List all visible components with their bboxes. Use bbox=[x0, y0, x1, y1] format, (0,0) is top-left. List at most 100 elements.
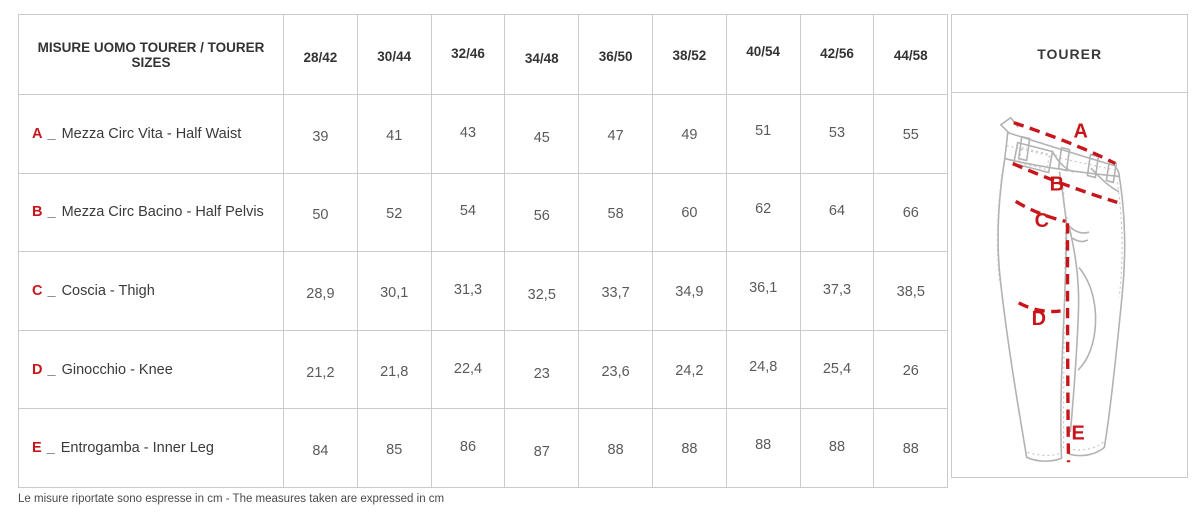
size-value-cell: 30,1 bbox=[357, 252, 432, 331]
size-value-cell: 66 bbox=[874, 173, 949, 253]
waistband-top bbox=[1007, 131, 1116, 166]
size-value-cell: 88 bbox=[800, 409, 875, 488]
row-label-inner-leg: E _ Entrogamba - Inner Leg bbox=[19, 409, 284, 488]
size-value-cell: 34,9 bbox=[652, 252, 727, 331]
size-value-cell: 23,6 bbox=[579, 330, 653, 410]
size-value-cell: 84 bbox=[284, 409, 358, 488]
diagram-label-b: B bbox=[1050, 173, 1064, 195]
seam-stitch bbox=[1116, 181, 1123, 297]
waist-tab bbox=[999, 116, 1019, 133]
right-inner-seam bbox=[1068, 226, 1080, 432]
measure-line-b bbox=[1012, 161, 1118, 204]
size-value-cell: 24,2 bbox=[652, 330, 727, 410]
measure-letter: B bbox=[32, 204, 43, 221]
size-value-cell: 32,5 bbox=[505, 252, 580, 331]
crotch-wrinkle bbox=[1068, 224, 1090, 234]
size-value-cell: 88 bbox=[652, 409, 727, 488]
size-column-header: 36/50 bbox=[579, 15, 653, 95]
size-value-cell: 53 bbox=[800, 95, 875, 174]
table-title: MISURE UOMO TOURER / TOURER SIZES bbox=[37, 39, 265, 70]
size-column-header: 32/46 bbox=[431, 15, 506, 95]
size-column-header: 34/48 bbox=[505, 15, 580, 95]
diagram-label-d: D bbox=[1032, 307, 1046, 329]
measure-letter: C bbox=[32, 282, 43, 299]
size-value-cell: 56 bbox=[505, 173, 580, 253]
size-value-cell: 45 bbox=[505, 95, 580, 174]
size-chart-page: MISURE UOMO TOURER / TOURER SIZES 28/42 … bbox=[18, 14, 1200, 505]
row-label-half-pelvis: B _ Mezza Circ Bacino - Half Pelvis bbox=[19, 173, 284, 253]
hem-stitch bbox=[1071, 441, 1104, 451]
size-value-cell: 41 bbox=[357, 95, 432, 174]
size-column-header: 42/56 bbox=[800, 15, 875, 95]
size-value-cell: 21,8 bbox=[357, 330, 432, 410]
size-value-cell: 58 bbox=[579, 173, 653, 253]
diagram-label-a: A bbox=[1074, 120, 1088, 142]
size-value-cell: 64 bbox=[800, 173, 875, 253]
size-value-cell: 24,8 bbox=[726, 330, 801, 410]
knee-wrinkle bbox=[1077, 266, 1097, 370]
row-label-thigh: C _ Coscia - Thigh bbox=[19, 252, 284, 331]
letter-separator: _ bbox=[47, 125, 56, 142]
measure-letter: A bbox=[32, 125, 43, 142]
measure-name: Mezza Circ Vita - Half Waist bbox=[61, 125, 242, 142]
size-value-cell: 38,5 bbox=[874, 252, 949, 331]
measure-name: Coscia - Thigh bbox=[61, 282, 155, 299]
measure-letter: D bbox=[32, 361, 43, 378]
belt-loop bbox=[1018, 135, 1031, 162]
size-value-cell: 51 bbox=[726, 95, 801, 174]
size-column-header: 40/54 bbox=[726, 15, 801, 95]
right-hem bbox=[1068, 446, 1106, 456]
size-value-cell: 26 bbox=[874, 330, 949, 410]
size-value-cell: 49 bbox=[652, 95, 727, 174]
left-outer-seam bbox=[997, 157, 1028, 458]
fly-stitch bbox=[1063, 181, 1069, 220]
letter-separator: _ bbox=[47, 282, 56, 299]
size-value-cell: 86 bbox=[431, 409, 506, 488]
size-value-cell: 31,3 bbox=[431, 252, 506, 331]
size-value-cell: 33,7 bbox=[579, 252, 653, 331]
letter-separator: _ bbox=[47, 204, 56, 221]
row-label-half-waist: A _ Mezza Circ Vita - Half Waist bbox=[19, 95, 284, 174]
chart-layout: MISURE UOMO TOURER / TOURER SIZES 28/42 … bbox=[18, 14, 1200, 488]
size-value-cell: 21,2 bbox=[284, 330, 358, 410]
letter-separator: _ bbox=[46, 440, 55, 457]
diagram-label-e: E bbox=[1072, 422, 1085, 444]
size-column-header: 44/58 bbox=[874, 15, 949, 95]
size-value-cell: 25,4 bbox=[800, 330, 875, 410]
front-pocket-curve bbox=[1051, 150, 1074, 172]
patch-pocket bbox=[1012, 141, 1054, 173]
size-column-header: 28/42 bbox=[284, 15, 358, 95]
size-value-cell: 55 bbox=[874, 95, 949, 174]
size-value-cell: 87 bbox=[505, 409, 580, 488]
size-value-cell: 23 bbox=[505, 330, 580, 410]
waistband-stitch bbox=[1006, 144, 1118, 171]
tourer-panel: TOURER bbox=[951, 14, 1189, 478]
size-value-cell: 88 bbox=[726, 409, 801, 488]
measure-name: Mezza Circ Bacino - Half Pelvis bbox=[61, 204, 264, 221]
size-value-cell: 52 bbox=[357, 173, 432, 253]
size-value-cell: 36,1 bbox=[726, 252, 801, 331]
letter-separator: _ bbox=[47, 361, 56, 378]
left-hem bbox=[1026, 455, 1063, 462]
hem-stitch bbox=[1027, 451, 1061, 456]
size-value-cell: 47 bbox=[579, 95, 653, 174]
size-value-cell: 88 bbox=[579, 409, 653, 488]
size-value-cell: 88 bbox=[874, 409, 949, 488]
measure-line-c bbox=[1015, 199, 1067, 223]
size-value-cell: 28,9 bbox=[284, 252, 358, 331]
measure-name: Ginocchio - Knee bbox=[61, 361, 173, 378]
size-value-cell: 62 bbox=[726, 173, 801, 253]
table-title-cell: MISURE UOMO TOURER / TOURER SIZES bbox=[19, 15, 284, 95]
size-value-cell: 50 bbox=[284, 173, 358, 253]
size-value-cell: 43 bbox=[431, 95, 506, 174]
measure-line-a bbox=[1013, 120, 1117, 165]
size-value-cell: 60 bbox=[652, 173, 727, 253]
size-value-cell: 85 bbox=[357, 409, 432, 488]
size-column-header: 38/52 bbox=[652, 15, 727, 95]
size-table: MISURE UOMO TOURER / TOURER SIZES 28/42 … bbox=[18, 14, 949, 488]
tourer-pants-illustration: A B C D E bbox=[996, 116, 1126, 462]
size-value-cell: 22,4 bbox=[431, 330, 506, 410]
measure-letter: E bbox=[32, 440, 42, 457]
size-column-header: 30/44 bbox=[357, 15, 432, 95]
size-value-cell: 37,3 bbox=[800, 252, 875, 331]
